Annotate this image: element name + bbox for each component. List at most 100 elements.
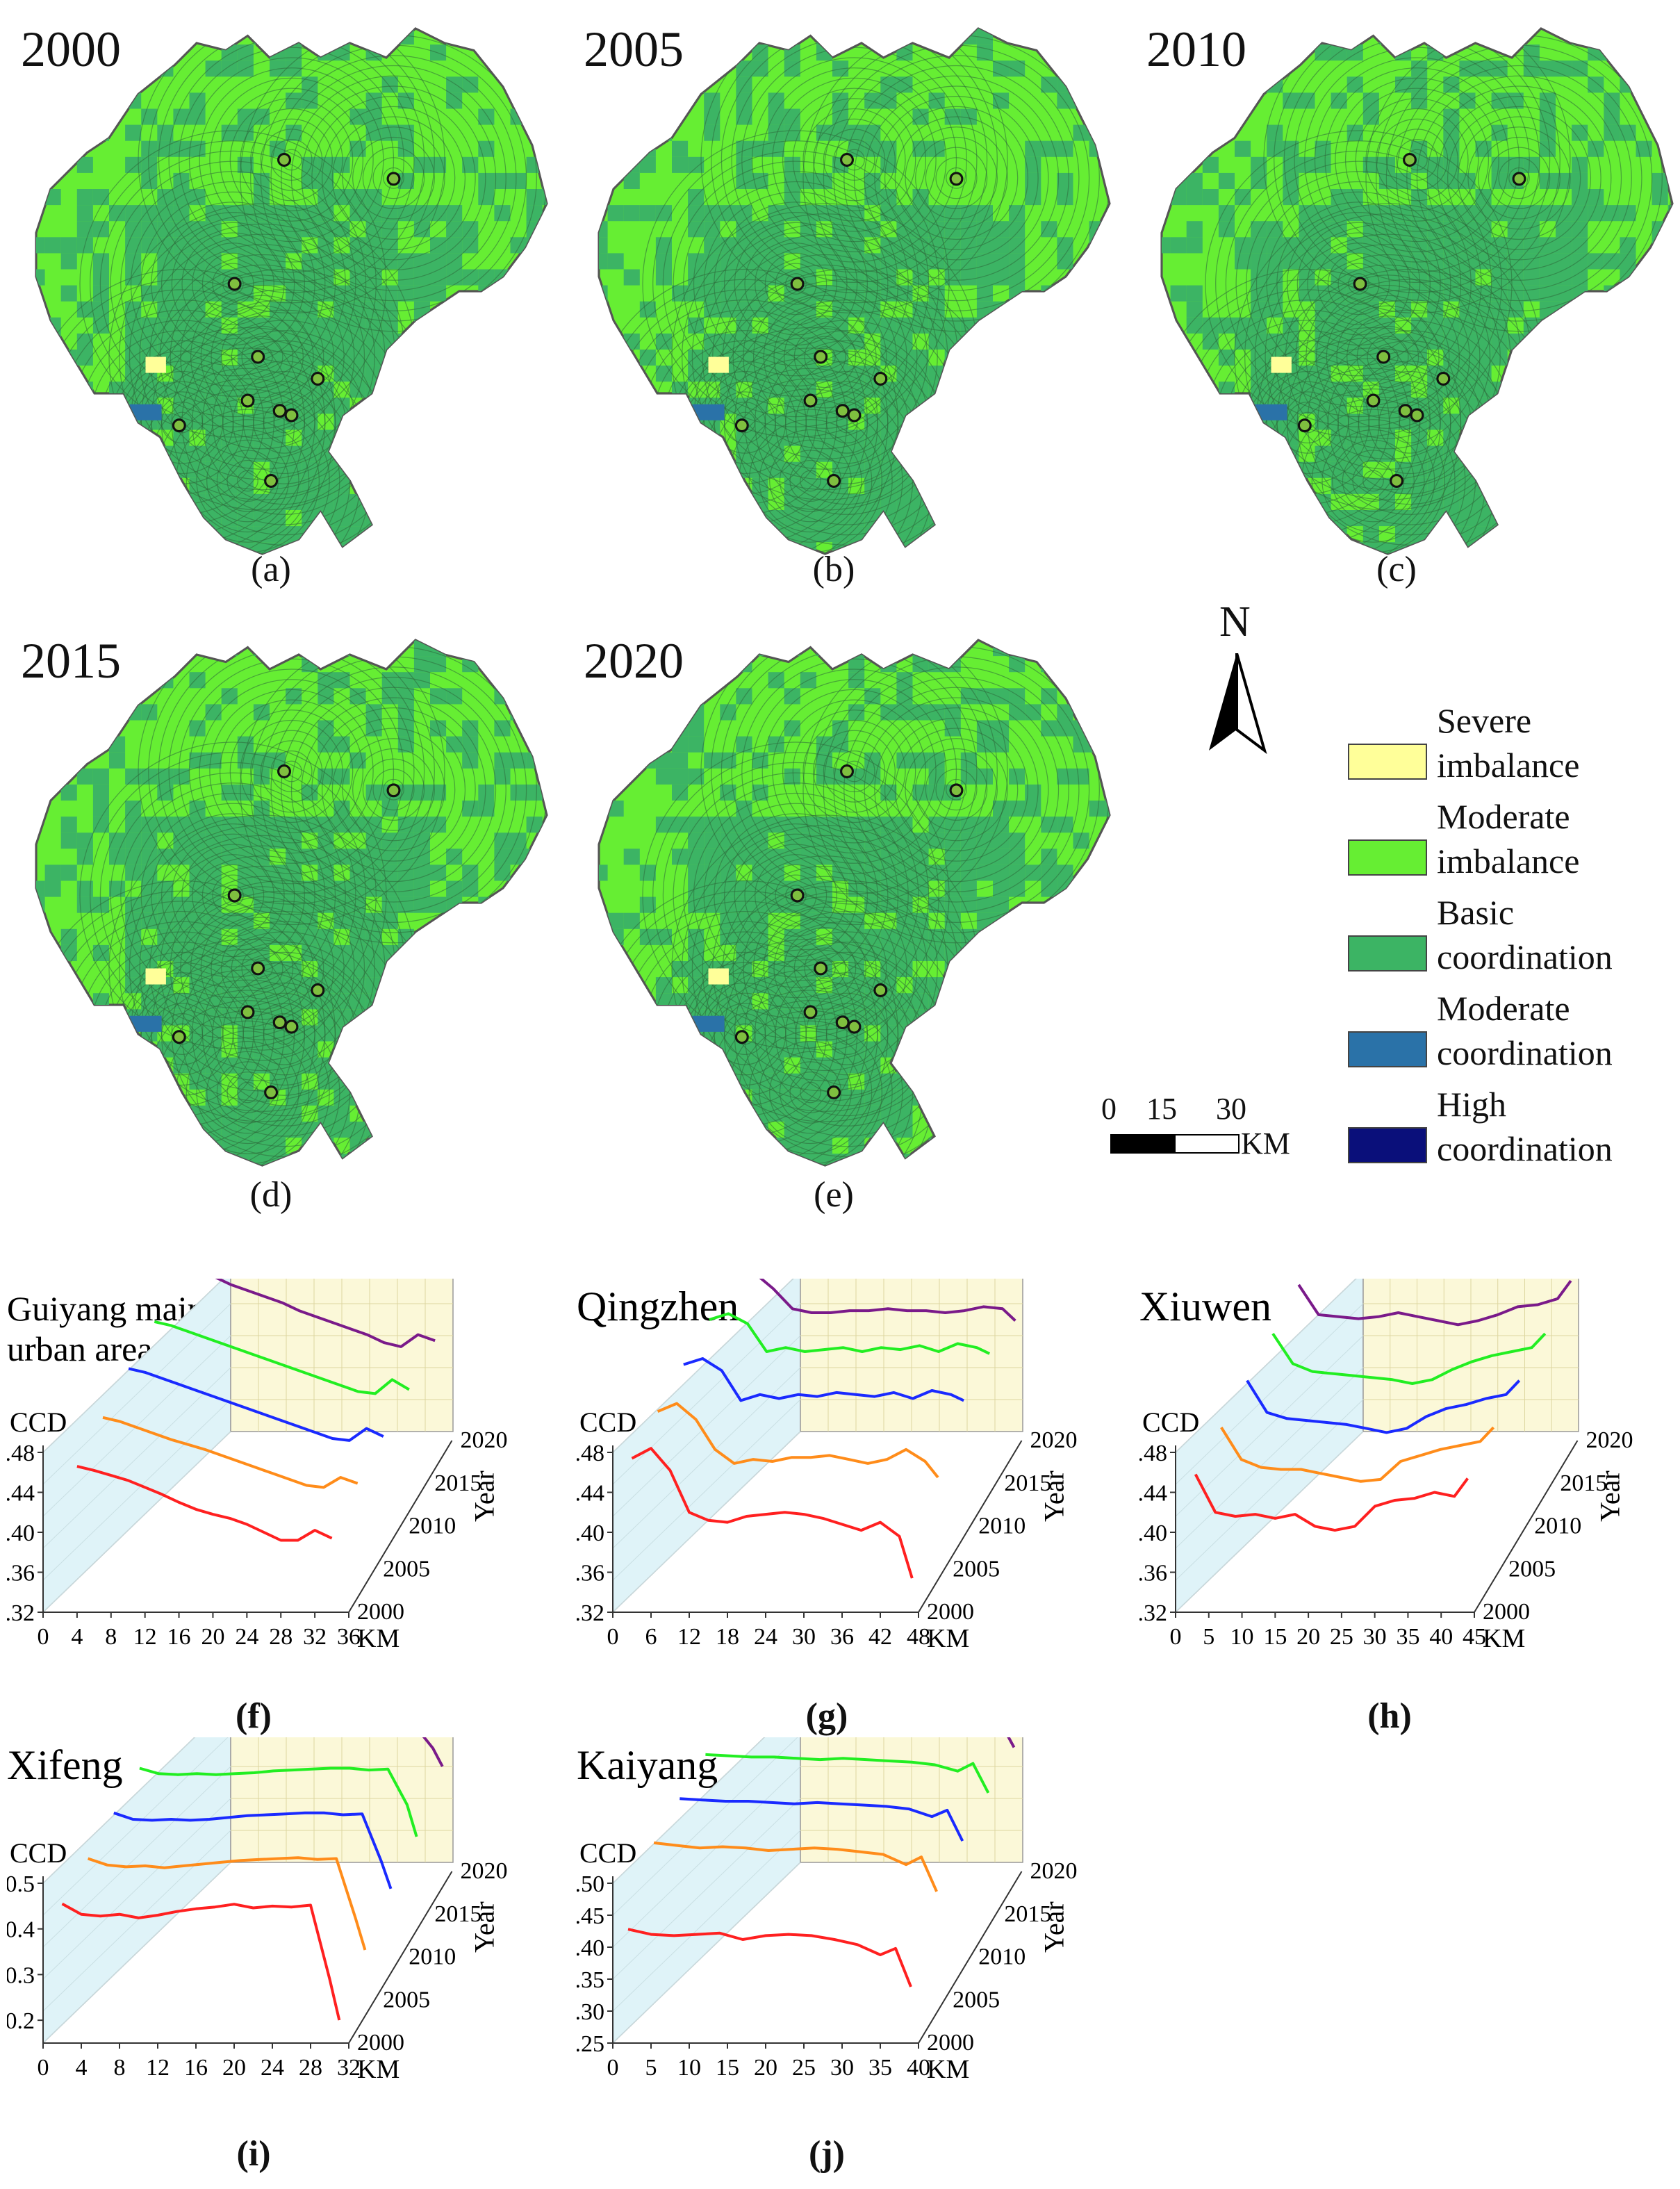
year-axis-label: Year [1595,1470,1626,1522]
x-axis-label: KM [927,1624,969,1653]
z-tick-label: 0.36 [577,1561,604,1587]
series-line-2020 [215,1279,436,1348]
x-tick-label: 20 [201,1624,224,1650]
x-tick-label: 32 [303,1624,327,1650]
chart-title-line: urban area [7,1329,153,1368]
x-tick-label: 12 [677,1624,701,1650]
chart-g: Qingzhen 0.48 0.44 0.40 0.36 0.32 CCD 06 12 18 24 3… [577,1279,1078,1653]
x-tick-label: 28 [269,1624,293,1650]
year-tick-label: 2010 [978,1514,1026,1539]
hub-marker [251,961,265,976]
map-panel-label: (e) [814,1175,854,1215]
z-tick-label: 0.44 [1139,1481,1167,1507]
legend-line2: coordination [1437,1033,1613,1072]
year-tick-label: 2015 [434,1901,481,1927]
x-tick-label: 24 [754,1624,777,1650]
scale-bar-black [1110,1134,1176,1154]
x-tick-label: 0 [38,1624,49,1650]
x-tick-label: 16 [184,2055,208,2081]
z-tick-label: 0.2 [7,2008,35,2034]
z-axis-label: CCD [10,1407,67,1438]
series-line-2020 [1297,1279,1572,1327]
x-tick-label: 40 [1429,1624,1453,1650]
severe-patch [145,356,166,373]
hub-marker [734,1030,749,1044]
z-tick-label: 0.30 [577,1999,604,2025]
legend-swatch-high-coordination [1348,1127,1427,1163]
z-axis-label: CCD [10,1837,67,1869]
x-tick-label: 24 [235,1624,258,1650]
map-year-title: 2010 [1146,22,1246,77]
hub-marker [1403,153,1417,167]
z-axis-label: CCD [1142,1407,1199,1438]
z-tick-label: 0.32 [577,1600,604,1626]
x-tick-label: 10 [1230,1624,1254,1650]
year-tick-label: 2005 [953,1556,1000,1582]
legend-line1: Moderate [1437,989,1570,1028]
chart-j: Kaiyang 0.50 0.45 0.40 0.35 0.30 0.25 CCD 05 10 15… [577,1737,1078,2084]
hub-marker [1512,172,1526,186]
scale-bar: 0 15 30 KM [1098,1091,1320,1174]
x-tick-label: 8 [114,2055,126,2081]
hub-marker [272,404,287,418]
x-tick-label: 0 [38,2055,49,2081]
z-tick-label: 0.3 [7,1962,35,1988]
year-axis-label: Year [1039,1901,1070,1953]
hub-marker [227,277,242,291]
series-line-2015 [709,1312,991,1355]
north-arrow-icon [1209,653,1267,755]
hub-marker [847,1019,862,1034]
hub-marker [835,404,850,418]
chart-label-j: (j) [809,2134,845,2174]
hub-marker [172,1030,186,1044]
series-line-2000 [61,1902,341,2021]
legend-swatch-moderate-coordination [1348,1031,1427,1067]
year-tick-label: 2000 [927,2030,974,2056]
x-tick-label: 32 [337,2055,361,2081]
x-tick-label: 35 [1396,1624,1419,1650]
z-tick-label: 0.36 [7,1561,35,1587]
legend-line2: coordination [1437,1129,1613,1168]
year-axis-label: Year [1039,1470,1070,1522]
series-line-2010 [113,1811,393,1889]
legend-swatch-basic-coordination [1348,935,1427,971]
year-tick-label: 2010 [409,1514,456,1539]
x-tick-label: 30 [1363,1624,1387,1650]
z-tick-label: 0.5 [7,1871,35,1897]
map-panel-c: 2010 (c) [1133,14,1674,598]
hub-marker [827,474,841,488]
x-tick-label: 10 [677,2055,701,2081]
hub-marker [840,153,854,167]
year-tick-label: 2010 [978,1944,1026,1970]
map-year-title: 2015 [21,633,121,689]
year-tick-label: 2015 [1004,1901,1051,1927]
x-tick-label: 48 [907,1624,930,1650]
scale-bar-white [1174,1134,1240,1154]
left-wall [42,1279,231,1614]
map-panel-b: 2005 (b) [570,14,1112,598]
legend-line1: Severe [1437,701,1532,740]
z-tick-label: 0.32 [7,1600,35,1626]
hub-marker [1410,408,1424,423]
x-axis-label: KM [357,1624,400,1653]
series-line-2015 [154,1320,410,1395]
legend-line2: imbalance [1437,842,1580,880]
moderate-coordination-patch [692,1015,725,1032]
x-tick-label: 4 [76,2055,88,2081]
hub-marker [1366,393,1381,408]
series-line-2010 [1246,1379,1521,1434]
hub-marker [1398,404,1413,418]
x-tick-label: 18 [716,1624,739,1650]
series-line-2000 [1194,1473,1469,1532]
map-panel-label: (a) [251,550,291,589]
map-panel-label: (c) [1376,550,1417,589]
hub-marker [386,172,401,186]
z-axis-label: CCD [579,1407,636,1438]
x-tick-label: 6 [645,1624,657,1650]
hub-marker [835,1015,850,1030]
x-tick-label: 45 [1463,1624,1486,1650]
map-panel-e: 2020 (e) [570,625,1112,1215]
hub-marker [1436,372,1451,386]
hub-marker [847,408,862,423]
hub-marker [1353,277,1367,291]
